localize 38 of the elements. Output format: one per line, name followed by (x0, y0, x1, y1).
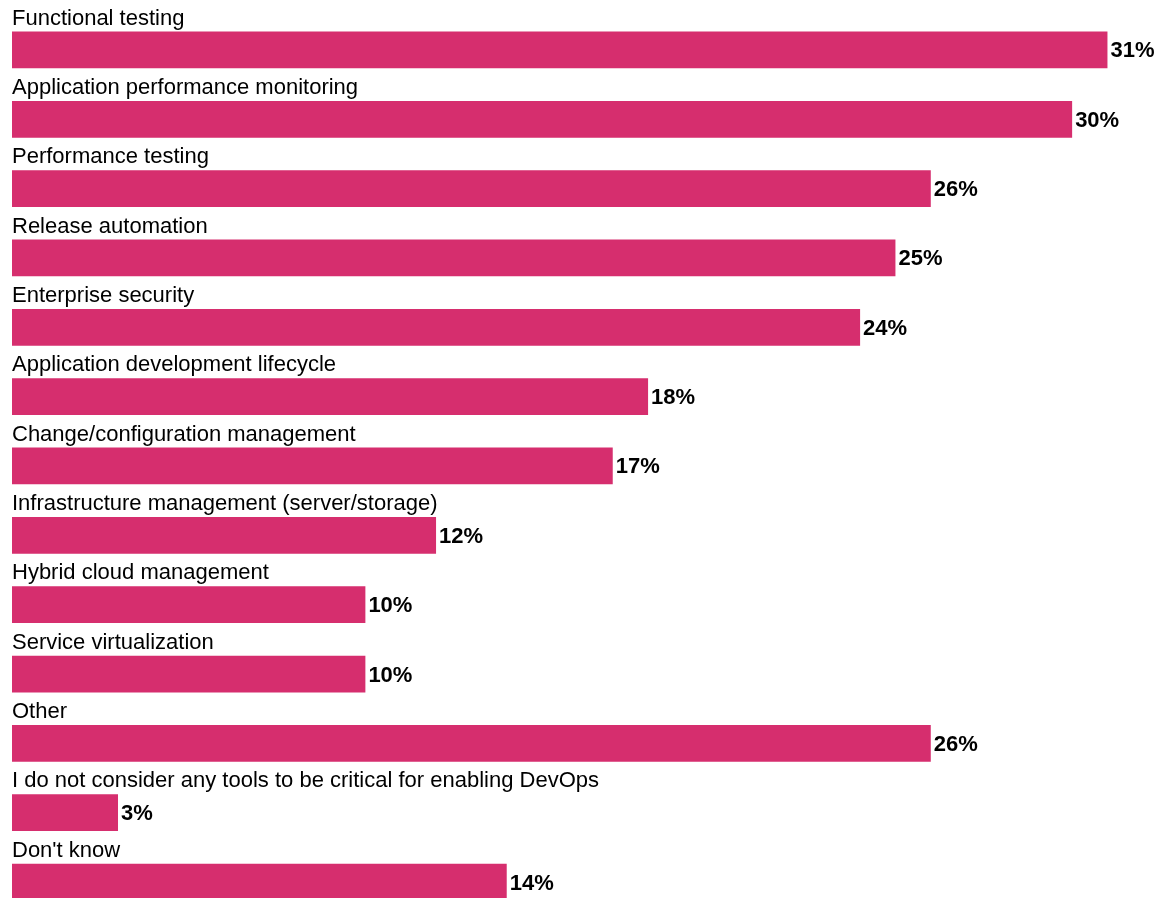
bar (12, 447, 613, 485)
data-label: 18% (651, 384, 696, 410)
y-tick-label: Don't know (12, 837, 121, 862)
y-tick-label: Other (12, 698, 68, 723)
data-label: 30% (1075, 106, 1120, 132)
bar (12, 308, 861, 346)
bar (12, 100, 1073, 138)
data-label: 26% (933, 730, 978, 756)
data-label: 17% (615, 453, 660, 479)
y-tick-label: Application development lifecycle (12, 351, 337, 376)
y-tick-label: Application performance monitoring (12, 74, 359, 99)
bar (12, 724, 931, 762)
y-tick-label: Release automation (12, 213, 208, 238)
data-label: 14% (509, 869, 554, 895)
data-label: 3% (121, 800, 153, 826)
data-label: 24% (863, 314, 908, 340)
data-label: 26% (933, 176, 978, 202)
y-tick-label: Functional testing (12, 5, 185, 30)
y-tick-label: I do not consider any tools to be critical for enabling DevOps (12, 767, 599, 792)
bar (12, 516, 437, 554)
y-tick-label: Service virtualization (12, 629, 214, 654)
bar (12, 170, 931, 207)
bar (12, 378, 649, 416)
data-label: 10% (368, 661, 413, 687)
data-label: 12% (439, 522, 484, 548)
data-label: 25% (898, 245, 943, 271)
bar (12, 586, 366, 624)
bar (12, 31, 1108, 69)
data-label: 10% (368, 592, 413, 618)
bar (12, 239, 896, 277)
y-tick-label: Enterprise security (12, 282, 195, 307)
y-tick-label: Performance testing (12, 143, 209, 168)
bar (12, 655, 366, 693)
data-label: 31% (1110, 37, 1155, 63)
y-tick-label: Hybrid cloud management (12, 559, 269, 584)
bar (12, 794, 119, 832)
y-tick-label: Infrastructure management (server/storage) (12, 490, 438, 515)
y-tick-label: Change/configuration management (12, 421, 356, 446)
